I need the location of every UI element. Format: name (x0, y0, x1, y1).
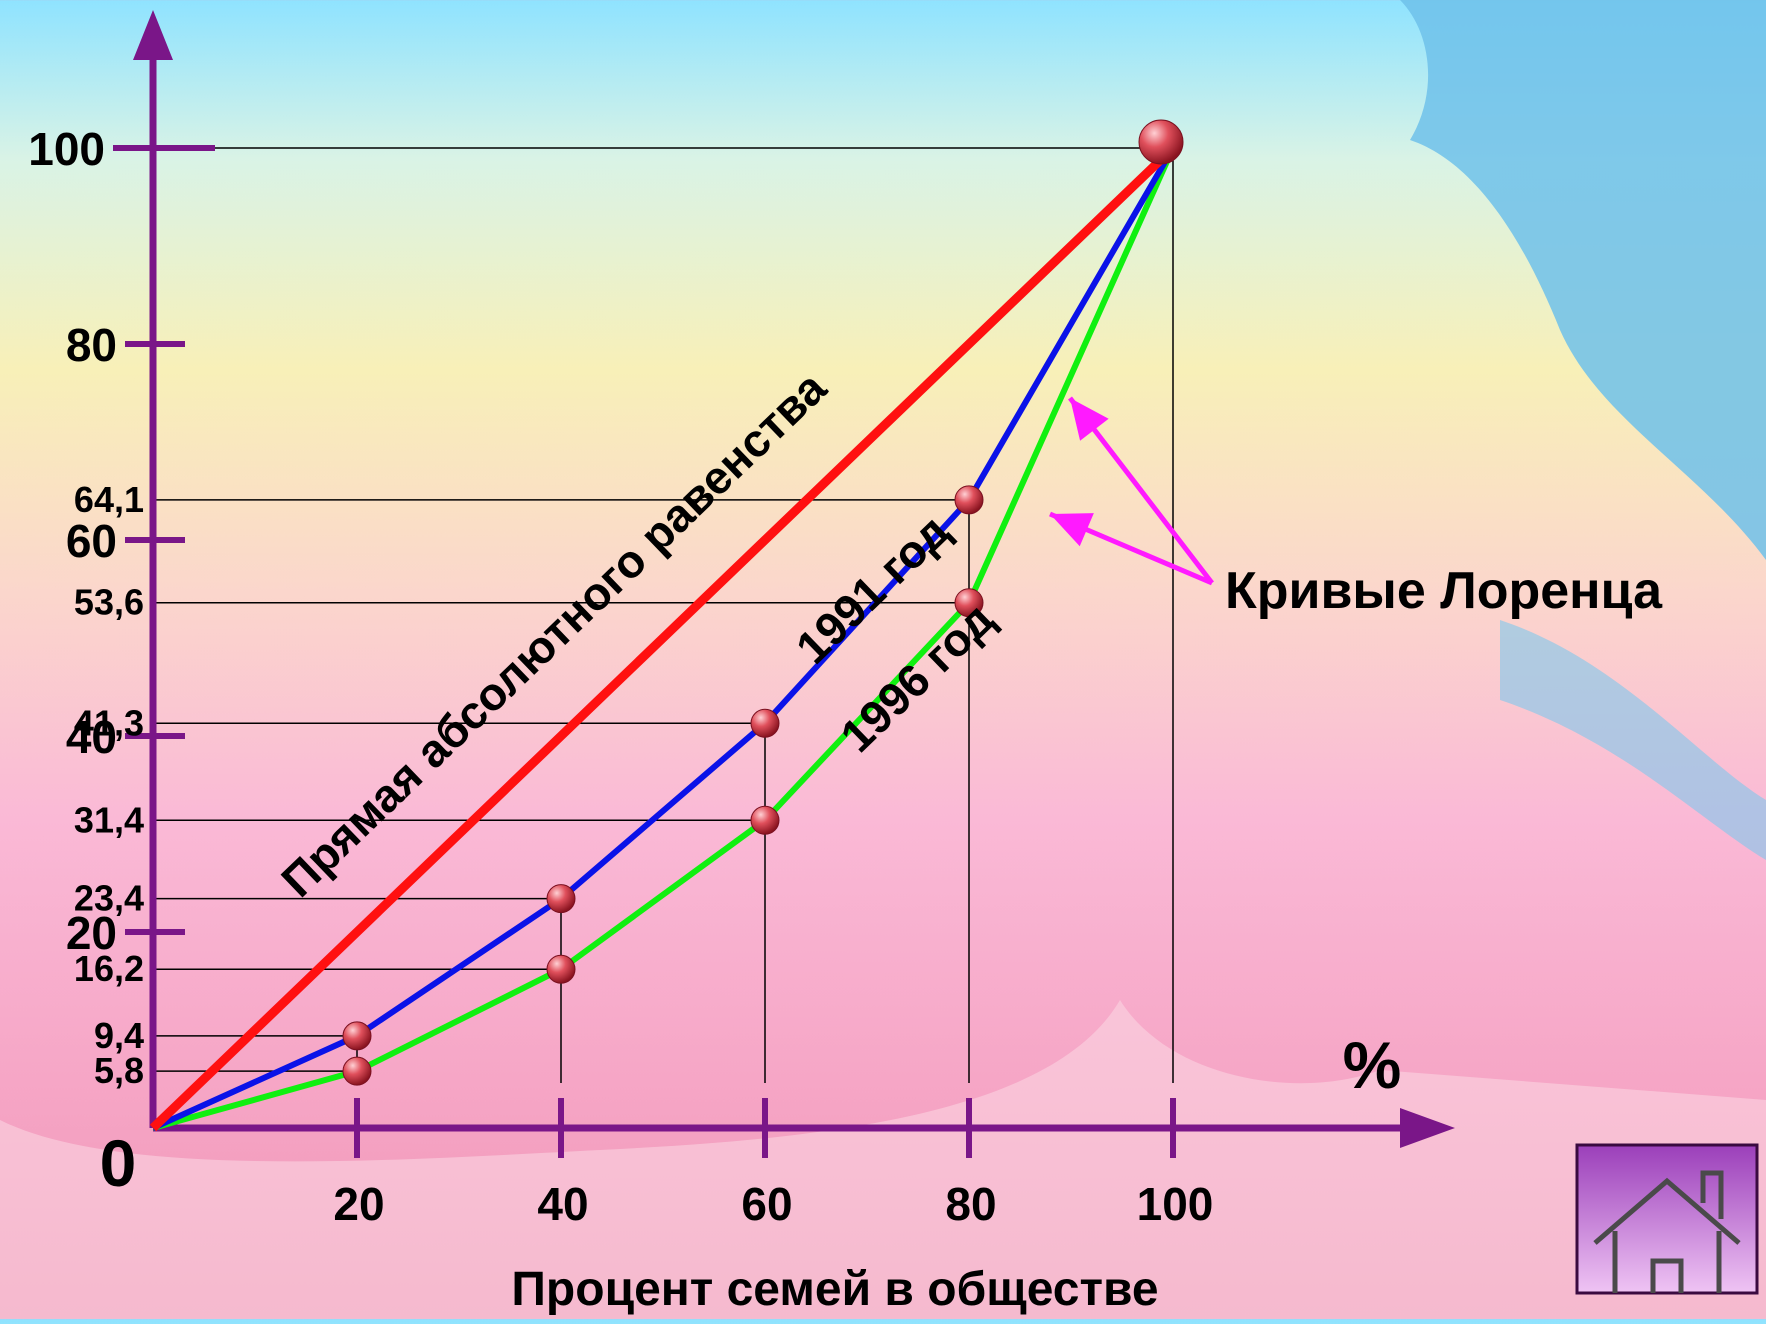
data-point (546, 884, 576, 914)
x-tick-label: 100 (1137, 1178, 1214, 1230)
annotation-arrowhead (1070, 398, 1109, 441)
lorenz-annotation: Кривые Лоренца (1225, 562, 1663, 620)
y-value-label: 16,2 (74, 948, 144, 989)
y-tick-label: 60 (66, 515, 117, 567)
annotation-arrowhead (1050, 513, 1094, 547)
data-point (750, 805, 780, 835)
origin-label: 0 (100, 1126, 137, 1200)
data-point (342, 1056, 372, 1086)
y-value-label: 64,1 (74, 479, 144, 520)
y-tick-label: 80 (66, 319, 117, 371)
x-axis-title: Процент семей в обществе (511, 1263, 1158, 1316)
x-tick-label: 40 (537, 1178, 588, 1230)
series-lines (149, 144, 1177, 1132)
x-unit-label: % (1343, 1028, 1402, 1102)
y-tick-label: 100 (28, 123, 105, 175)
x-tick-label: 20 (333, 1178, 384, 1230)
sky-corner-2 (1500, 620, 1766, 860)
data-point (954, 588, 984, 618)
data-point (750, 708, 780, 738)
y-value-label: 41,3 (74, 702, 144, 743)
axes (113, 10, 1455, 1158)
y-value-label: 53,6 (74, 582, 144, 623)
series-line (149, 144, 1177, 1132)
y-value-label: 31,4 (74, 799, 144, 840)
x-tick-label: 80 (945, 1178, 996, 1230)
x-axis-arrow (1400, 1108, 1455, 1148)
x-tick-label: 60 (741, 1178, 792, 1230)
y-tick-label: 40 (66, 711, 117, 763)
data-point (546, 954, 576, 984)
data-point (1138, 119, 1184, 165)
cloud-shape (0, 1000, 1766, 1319)
y-value-label: 23,4 (74, 878, 144, 919)
data-point (342, 1021, 372, 1051)
sky-corner (1400, 0, 1766, 560)
series-line (151, 146, 1176, 1131)
y-axis-arrow (133, 10, 173, 60)
y-tick-label: 20 (66, 907, 117, 959)
home-icon (1593, 1170, 1741, 1293)
data-markers (342, 119, 1184, 1086)
data-point (954, 485, 984, 515)
y-value-label: 5,8 (94, 1050, 144, 1091)
home-button[interactable] (1575, 1143, 1759, 1295)
series-line (152, 146, 1176, 1131)
y-value-label: 9,4 (94, 1015, 144, 1056)
guide-lines (153, 147, 1174, 1083)
